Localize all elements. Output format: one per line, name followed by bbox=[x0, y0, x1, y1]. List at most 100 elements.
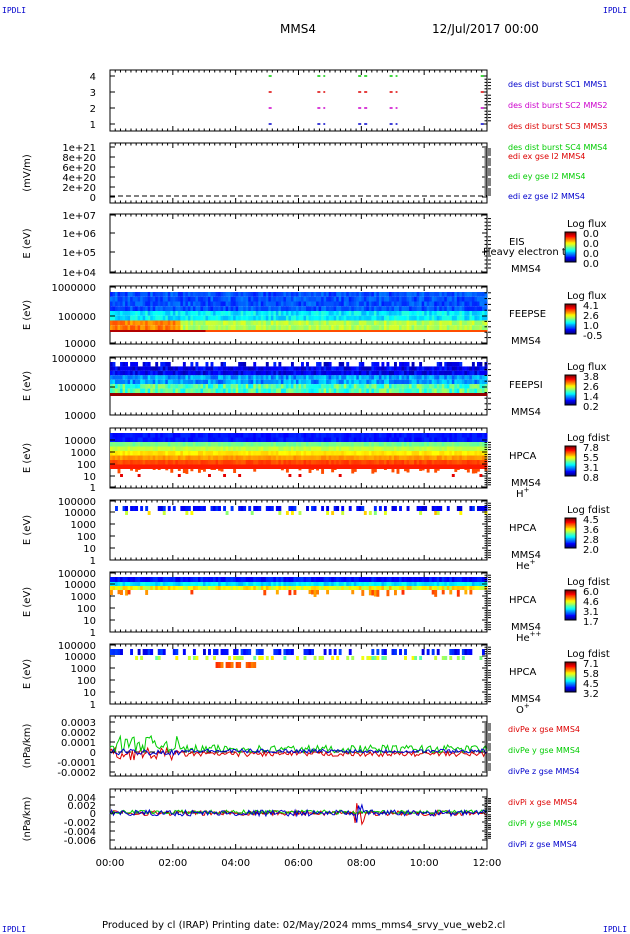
spectrogram-cell bbox=[426, 320, 430, 326]
spectrogram-cell bbox=[456, 379, 460, 385]
spectrogram-cell bbox=[162, 362, 166, 367]
spectrogram-cell bbox=[117, 388, 121, 393]
spectrogram-cell bbox=[208, 325, 211, 330]
spectrogram-cell bbox=[394, 301, 397, 307]
spectrogram-cell bbox=[180, 384, 184, 389]
spectrogram-cell bbox=[481, 446, 485, 451]
spectrogram-cell bbox=[125, 442, 128, 447]
spectrogram-cell bbox=[268, 437, 272, 442]
spectrogram-cell bbox=[396, 370, 400, 376]
spectrogram-cell bbox=[341, 315, 345, 321]
spectrogram-cell bbox=[127, 437, 131, 442]
spectrogram-cell bbox=[456, 433, 460, 438]
spectrogram-cell bbox=[115, 451, 118, 456]
spectrogram-cell bbox=[326, 455, 330, 460]
spectrogram-cell bbox=[192, 315, 196, 321]
spectrogram-cell bbox=[250, 460, 254, 465]
spectrogram-cell bbox=[157, 442, 161, 447]
spectrogram-cell bbox=[431, 446, 435, 451]
spectrogram-cell bbox=[200, 296, 204, 302]
spectrogram-cell bbox=[185, 384, 189, 389]
spectrogram-cell bbox=[399, 292, 402, 297]
spectrogram-cell bbox=[401, 330, 405, 332]
spectrogram-cell bbox=[326, 442, 330, 447]
spectrogram-cell bbox=[461, 366, 465, 371]
spectrogram-cell bbox=[394, 451, 397, 456]
spectrogram-cell bbox=[331, 315, 335, 321]
spectrogram-cell bbox=[210, 442, 214, 447]
spectrogram-cell bbox=[429, 325, 433, 330]
spectrogram-cell bbox=[371, 384, 375, 389]
spectrogram-cell bbox=[265, 292, 269, 297]
spectrogram-cell bbox=[311, 325, 314, 330]
spectrogram-cell bbox=[260, 460, 264, 465]
spectrogram-cell bbox=[459, 370, 463, 376]
spectrogram-cell bbox=[220, 393, 224, 396]
spectrogram-cell bbox=[346, 315, 350, 321]
spectrogram-cell bbox=[399, 451, 402, 456]
spectrogram-cell bbox=[110, 460, 113, 465]
spectrogram-cell bbox=[253, 306, 257, 311]
spectrogram-cell bbox=[383, 301, 387, 307]
spectrogram-cell bbox=[263, 388, 267, 393]
spectrogram-cell bbox=[248, 306, 252, 311]
spectrogram-cell bbox=[353, 375, 357, 380]
spectrogram-cell bbox=[285, 460, 289, 465]
spectrogram-cell bbox=[444, 442, 448, 447]
spectrogram-cell bbox=[288, 366, 292, 371]
colorbar-cell bbox=[565, 306, 576, 309]
spectrogram-cell bbox=[464, 433, 468, 438]
spectrogram-cell bbox=[466, 379, 470, 385]
spectrogram-cell bbox=[333, 393, 337, 396]
spectrogram-cell bbox=[115, 437, 118, 442]
spectrogram-cell bbox=[454, 455, 458, 460]
spectrogram-cell bbox=[338, 330, 342, 332]
spectrogram-cell bbox=[474, 379, 478, 385]
spectrogram-cell bbox=[175, 379, 179, 385]
spectrogram-cell bbox=[466, 451, 470, 456]
spectrogram-cell bbox=[464, 296, 468, 302]
spectrogram-cell bbox=[223, 451, 227, 456]
spectrogram-cell bbox=[388, 393, 392, 396]
spectrogram-cell bbox=[366, 330, 370, 332]
spectrogram-cell bbox=[363, 442, 367, 447]
spectrogram-cell bbox=[112, 384, 116, 389]
spectrogram-cell bbox=[303, 442, 307, 447]
spectrogram-cell bbox=[356, 446, 360, 451]
spectrogram-cell bbox=[471, 455, 475, 460]
spectrogram-cell bbox=[469, 320, 473, 326]
spectrogram-cell bbox=[223, 464, 227, 469]
spectrogram-cell bbox=[175, 446, 179, 451]
spectrogram-cell bbox=[476, 311, 480, 316]
spectrogram-cell bbox=[456, 301, 460, 307]
spectrogram-cell bbox=[283, 330, 287, 332]
spectrogram-cell bbox=[449, 464, 453, 469]
spectrogram-cell bbox=[270, 464, 274, 469]
spectrogram-cell bbox=[132, 306, 136, 311]
spectrogram-cell bbox=[366, 292, 370, 297]
spectrogram-cell bbox=[313, 315, 317, 321]
spectrogram-cell bbox=[110, 301, 113, 307]
spectrogram-cell bbox=[476, 362, 480, 367]
spectrogram-cell bbox=[268, 330, 272, 332]
spectrogram-cell bbox=[464, 442, 468, 447]
spectrogram-cell bbox=[172, 460, 176, 465]
spectrogram-cell bbox=[112, 320, 116, 326]
spectrogram-cell bbox=[328, 315, 332, 321]
spectrogram-cell bbox=[172, 451, 176, 456]
spectrogram-cell bbox=[381, 455, 385, 460]
spectrogram-cell bbox=[270, 315, 274, 321]
spectrogram-cell bbox=[187, 330, 191, 332]
spectrogram-cell bbox=[321, 433, 325, 438]
spectrogram-cell bbox=[110, 388, 113, 393]
spectrogram-cell bbox=[273, 315, 277, 321]
spectrogram-cell bbox=[386, 451, 390, 456]
spectrogram-cell bbox=[137, 370, 141, 376]
spectrogram-cell bbox=[368, 301, 372, 307]
spectrogram-cell bbox=[474, 311, 478, 316]
spectrogram-cell bbox=[220, 306, 224, 311]
spectrogram-cell bbox=[150, 311, 154, 316]
spectrogram-cell bbox=[288, 446, 292, 451]
spectrogram-cell bbox=[122, 379, 126, 385]
spectrogram-cell bbox=[466, 393, 470, 396]
